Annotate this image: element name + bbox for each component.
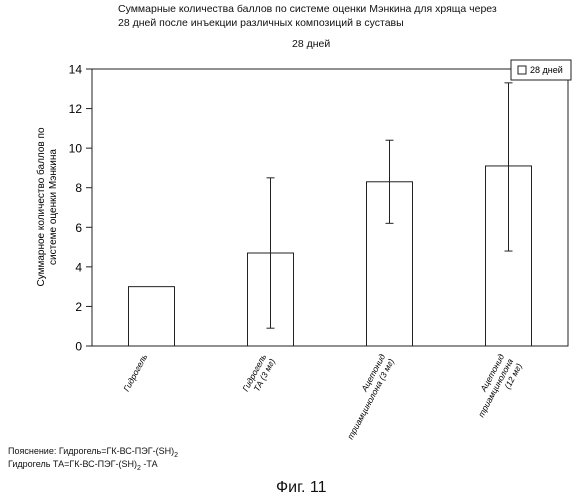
note-line1-text: Пояснение: Гидрогель=ГК-ВС-ПЭГ-(SH) [8,446,174,456]
y-axis-label-line1: Суммарное количество баллов по [35,127,47,286]
y-tick-label: 12 [69,102,83,116]
legend: 28 дней [511,60,571,80]
y-tick-label: 4 [75,260,82,274]
figure-label: Фиг. 11 [276,479,326,497]
y-tick-label: 0 [75,340,82,354]
x-tick-label-line: Гидрогель [121,352,149,393]
x-tick-label: Гидрогель [121,352,149,393]
legend-swatch [518,66,526,74]
x-tick-label: ГидрогельТА (3 мг) [240,352,277,398]
y-axis: 0 2 4 6 8 10 12 14 [69,63,92,354]
x-tick-labels: Гидрогель ГидрогельТА (3 мг) Ацетонидтриам… [121,352,524,441]
legend-label: 28 дней [530,65,563,75]
x-tick-label: Ацетонидтриамцинолона (3 мг) [336,352,396,441]
y-axis-label-line2: системе оценки Мэнкина [48,149,59,265]
note-line2-suffix: -ТА [141,459,158,469]
bar [129,287,175,346]
note-line2: Гидрогель ТА=ГК-ВС-ПЭГ-(SH)2 -ТА [8,459,158,474]
note-line1-sub: 2 [174,452,178,459]
y-tick-label: 8 [75,181,82,195]
x-tick-label: Ацетонидтриамцинолона(12 мг) [467,352,524,424]
y-tick-label: 14 [69,63,83,77]
bar-chart: 0 2 4 6 8 10 12 14 Гидрогель ГидрогельТА (3 мг) А… [0,0,576,470]
note-line2-text: Гидрогель ТА=ГК-ВС-ПЭГ-(SH) [8,459,137,469]
y-tick-label: 10 [69,142,83,156]
bars [129,166,532,346]
y-tick-label: 2 [75,300,82,314]
y-tick-label: 6 [75,221,82,235]
